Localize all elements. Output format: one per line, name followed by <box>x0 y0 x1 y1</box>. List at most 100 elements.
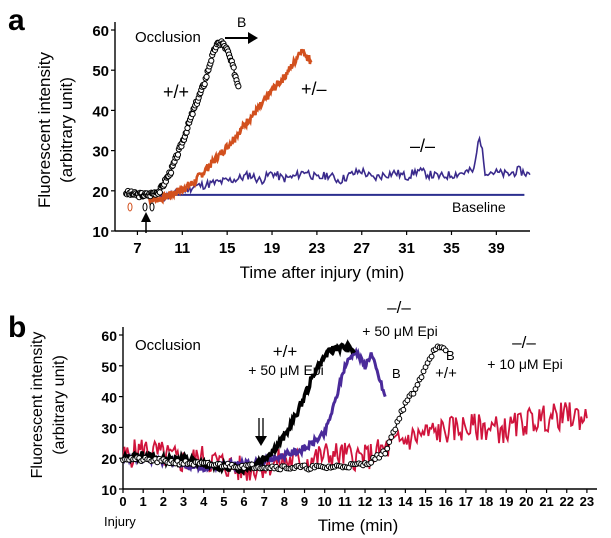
panel-b-series-ko-10uM <box>122 402 588 482</box>
panel-b-x-tick-label: 13 <box>378 494 392 509</box>
panel-b-letter: b <box>8 311 26 344</box>
panel-b-epi-arrow-head <box>255 436 267 446</box>
panel-b-x-tick-label: 22 <box>560 494 574 509</box>
panel-a-y-tick-label: 30 <box>92 144 109 161</box>
panel-a-x-tick-label: 39 <box>488 240 505 257</box>
panel-b-x-tick-label: 20 <box>519 494 533 509</box>
panel-b-wt-epi-dose: + 50 μM Epi <box>248 362 323 378</box>
panel-a-wt-point <box>184 124 191 132</box>
panel-b-x-tick-label: 10 <box>317 494 331 509</box>
panel-a-b-arrow-head <box>248 32 258 44</box>
panel-b-wt-point <box>386 439 393 445</box>
panel-a-y-tick-label: 20 <box>92 184 109 201</box>
panel-b-x-axis-title: Time (min) <box>318 516 399 535</box>
panel-b-wt-point <box>392 426 399 433</box>
panel-b-y-tick-label: 60 <box>101 328 117 344</box>
panel-b-wt-point <box>418 374 425 381</box>
panel-a-occlusion-label: Occlusion <box>135 29 201 46</box>
panel-b-x-tick-label: 15 <box>418 494 432 509</box>
panel-b-injury-label: Injury <box>104 514 136 529</box>
panel-a-wt-point <box>156 189 163 196</box>
panel-a-x-tick-label: 7 <box>133 240 141 257</box>
panel-b-wt-point <box>414 381 421 388</box>
panel-b-x-tick-label: 5 <box>220 494 227 509</box>
panel-b-wt-point <box>382 450 389 457</box>
panel-a-x-axis-title: Time after injury (min) <box>240 263 405 282</box>
panel-a-wt-label: +/+ <box>163 82 189 102</box>
panel-a-y-tick-label: 10 <box>92 224 109 241</box>
panel-a-wt-point <box>167 169 175 176</box>
panel-b-x-tick-label: 11 <box>338 494 352 509</box>
panel-a-baseline-label: Baseline <box>452 199 506 215</box>
panel-b-wt-point <box>396 415 403 422</box>
panel-b-wt-label: +/+ <box>435 365 457 382</box>
panel-b-wt-point <box>442 347 449 354</box>
panel-a-y-axis-title: Fluorescent intensity <box>35 52 54 208</box>
panel-b-ko-low-epi-dose: + 10 μM Epi <box>487 356 562 372</box>
panel-a-series-het <box>147 48 313 206</box>
panel-a-axes: 10 20 30 40 50 60 7 11 15 19 23 27 31 35 39 <box>92 22 530 257</box>
panel-b-wt-point <box>410 390 417 397</box>
panel-b-y-tick-label: 20 <box>101 451 117 467</box>
panel-b-y-tick-label: 10 <box>101 482 117 498</box>
panel-b-y-axis-title: Fluorescent intensity <box>29 332 46 479</box>
panel-a-wt-point <box>174 151 182 158</box>
panel-b-y-tick-label: 50 <box>101 359 117 375</box>
panel-a-wt-point <box>201 81 208 88</box>
panel-b-x-tick-label: 16 <box>438 494 452 509</box>
panel-b-x-tick-label: 4 <box>200 494 208 509</box>
panel-a-wt-point <box>208 57 215 64</box>
panel-b-wt-point <box>384 445 391 452</box>
panel-a-x-tick-label: 11 <box>174 240 190 257</box>
panel-b-wt-point <box>388 434 395 441</box>
panel-a-letter: a <box>8 4 25 37</box>
panel-a-series-wt <box>123 38 242 201</box>
panel-a-series-wt-line <box>125 39 239 199</box>
panel-a-wt-point <box>189 111 196 118</box>
panel-a-wt-point <box>235 83 242 90</box>
panel-a-x-tick-label: 23 <box>309 240 326 257</box>
panel-a-x-tick-label: 35 <box>443 240 460 257</box>
panel-a-x-tick-label: 19 <box>264 240 281 257</box>
panel-a-het-label: +/– <box>301 79 327 99</box>
panel-b-x-tick-label: 14 <box>398 494 413 509</box>
panel-b-x-tick-label: 17 <box>459 494 473 509</box>
panel-b-b2-label: B <box>446 348 455 363</box>
panel-b-x-tick-label: 9 <box>301 494 308 509</box>
panel-b-x-tick-label: 23 <box>580 494 594 509</box>
panel-a-x-tick-label: 31 <box>398 240 415 257</box>
panel-b-x-tick-label: 0 <box>119 494 126 509</box>
panel-b-wt-point <box>400 406 407 413</box>
panel-a-y-axis-title-line2: (arbitrary unit) <box>57 77 76 183</box>
panel-b-x-tick-label: 8 <box>281 494 288 509</box>
panel-a-b-label: B <box>237 14 246 30</box>
panel-a-y-tick-label: 50 <box>92 63 109 80</box>
panel-b-x-tick-label: 7 <box>261 494 268 509</box>
panel-b-x-tick-label: 2 <box>160 494 167 509</box>
panel-a-x-tick-label: 27 <box>353 240 370 257</box>
panel-a-y-tick-label: 60 <box>92 23 109 40</box>
panel-a-x-tick-label: 15 <box>219 240 236 257</box>
panel-b-x-tick-label: 1 <box>140 494 147 509</box>
panel-a-wt-point <box>230 64 237 71</box>
panel-b-x-tick-label: 18 <box>479 494 493 509</box>
panel-a-series-ko <box>159 135 531 202</box>
panel-a-start-marker <box>127 202 133 212</box>
panel-b-wt-epi-label: +/+ <box>273 342 298 361</box>
panel-b-x-tick-label: 19 <box>499 494 513 509</box>
panel-b-ko-low-epi-label: –/– <box>512 333 536 352</box>
panel-b-b1-label: B <box>392 366 401 381</box>
panel-a-injury-arrow-head <box>141 212 151 222</box>
panel-a-ko-label: –/– <box>410 136 435 156</box>
panel-a-wt-point <box>203 73 210 80</box>
panel-b-x-tick-label: 21 <box>539 494 553 509</box>
panel-a-y-tick-label: 40 <box>92 103 109 120</box>
panel-b-x-tick-label: 12 <box>358 494 372 509</box>
panel-b-ko-epi-dose: + 50 μM Epi <box>362 323 437 339</box>
panel-b-ko-epi-label: –/– <box>387 298 411 317</box>
panel-a-start-marker <box>142 202 148 212</box>
panel-b-wt-point <box>428 353 435 360</box>
panel-b-x-tick-label: 3 <box>180 494 187 509</box>
